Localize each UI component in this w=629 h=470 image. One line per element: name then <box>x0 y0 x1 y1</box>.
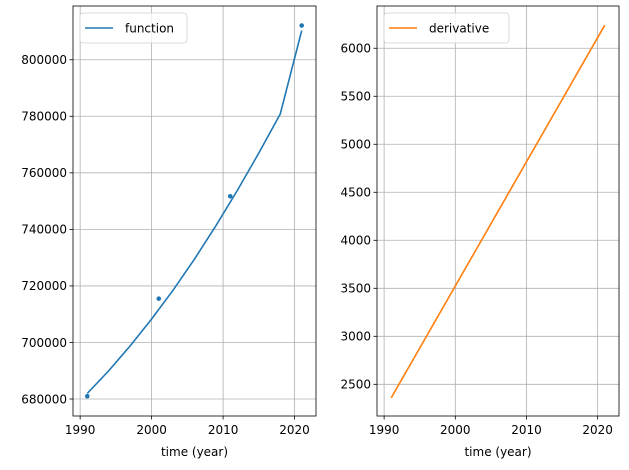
function-panel: 1990 2000 2010 2020 680000 700000 720000 740000… <box>21 5 317 459</box>
x-tick-label: 1990 <box>65 423 96 437</box>
y-tick-label: 680000 <box>21 392 67 406</box>
y-tick-label: 720000 <box>21 279 67 293</box>
y-tick-label: 760000 <box>21 166 67 180</box>
x-axis-label: time (year) <box>161 445 228 459</box>
series-line-derivative <box>390 24 606 399</box>
y-tick-label: 4000 <box>340 234 371 248</box>
y-tick-label: 3500 <box>340 282 371 296</box>
x-tick-label: 1990 <box>369 423 400 437</box>
y-tick-label: 5500 <box>340 90 371 104</box>
plot-frame <box>72 5 317 417</box>
x-tick-label: 2010 <box>208 423 239 437</box>
y-tick-label: 6000 <box>340 42 371 56</box>
legend-box <box>79 12 188 44</box>
y-tick-label: 780000 <box>21 110 67 124</box>
x-tick-label: 2010 <box>511 423 542 437</box>
x-tick-label: 2020 <box>279 423 310 437</box>
legend-box <box>383 12 510 44</box>
y-tick-label: 2500 <box>340 378 371 392</box>
y-tick-label: 5000 <box>340 138 371 152</box>
y-tick-label: 3000 <box>340 330 371 344</box>
y-tick-label: 740000 <box>21 223 67 237</box>
data-point <box>227 193 233 199</box>
x-tick-label: 2020 <box>582 423 613 437</box>
x-tick-label: 2000 <box>440 423 471 437</box>
derivative-panel: 1990 2000 2010 2020 2500 3000 3500 4000 4500 5000… <box>340 5 620 459</box>
legend-label: derivative <box>429 22 489 36</box>
x-axis-label: time (year) <box>464 445 531 459</box>
x-tick-label: 2000 <box>136 423 167 437</box>
series-line-function <box>86 30 303 394</box>
plot-frame <box>376 5 620 417</box>
y-tick-label: 4500 <box>340 186 371 200</box>
data-point <box>299 23 305 28</box>
data-point <box>156 296 162 301</box>
y-tick-label: 800000 <box>21 53 67 67</box>
data-point <box>84 393 90 399</box>
legend-label: function <box>125 22 174 36</box>
y-tick-label: 700000 <box>21 336 67 350</box>
